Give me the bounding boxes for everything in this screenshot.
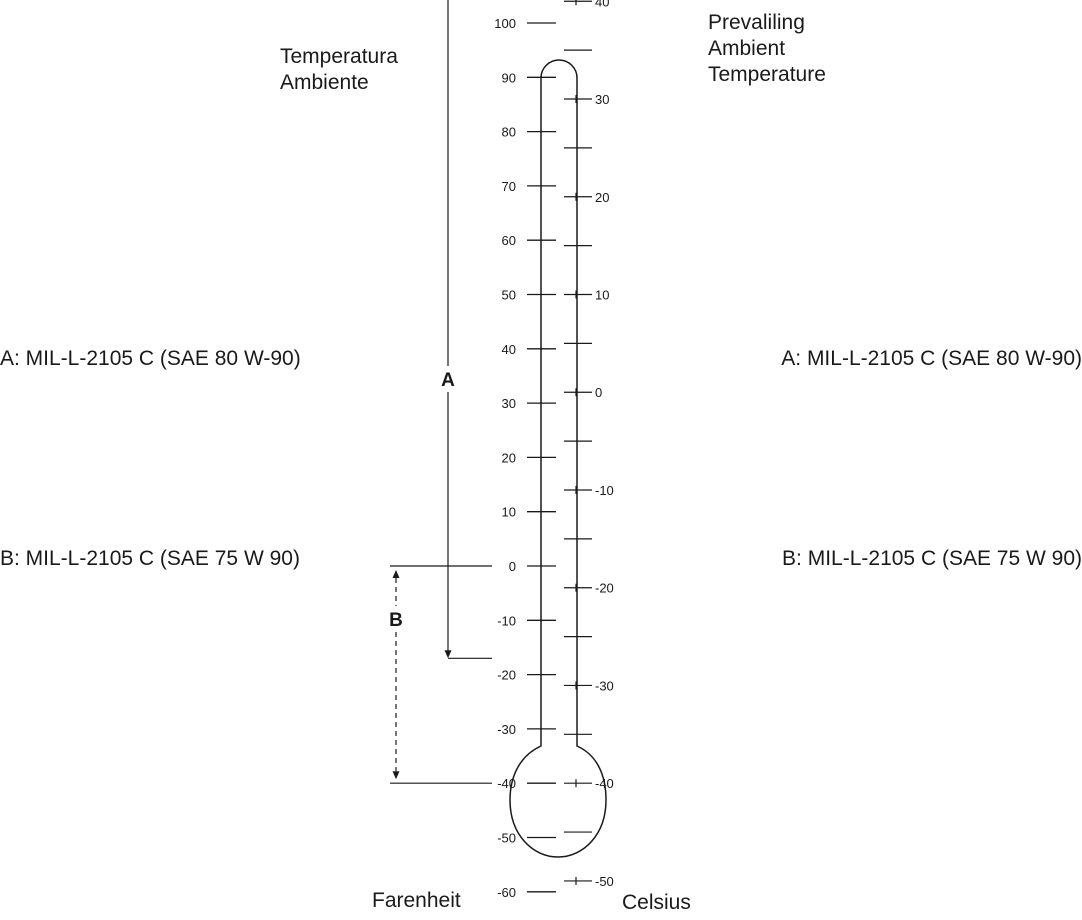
celsius-tick-label: -20 [595, 581, 614, 596]
header-left-line-2: Ambiente [280, 71, 369, 94]
fahrenheit-tick-label: 0 [509, 559, 516, 574]
header-left-line-1: Temperatura [280, 45, 398, 68]
fahrenheit-tick-label: -20 [497, 668, 516, 683]
celsius-tick-label: -10 [595, 483, 614, 498]
header-right-line-1: Prevaliling [708, 11, 805, 34]
celsius-tick-label: -30 [595, 678, 614, 693]
fahrenheit-tick-label: -50 [497, 831, 516, 846]
range-b-arrowhead-up [392, 570, 400, 578]
celsius-tick-label: 30 [595, 92, 609, 107]
range-b-label-bg [384, 606, 408, 632]
fahrenheit-tick-label: -10 [497, 613, 516, 628]
fahrenheit-scale: 1501401301201101009080706050403020100-10… [494, 16, 556, 900]
range-a-label-bg [436, 366, 460, 392]
fahrenheit-tick-label: 90 [502, 70, 516, 85]
fahrenheit-label: Farenheit [372, 889, 461, 912]
legend-b-left: B: MIL-L-2105 C (SAE 75 W 90) [0, 547, 300, 570]
legend-a-left: A: MIL-L-2105 C (SAE 80 W-90) [0, 347, 301, 370]
celsius-tick-label: 20 [595, 190, 609, 205]
temperatura-ambiente-label: Temperatura Ambiente [280, 44, 398, 96]
header-right-line-2: Ambient [708, 37, 786, 60]
range-a-arrowhead-down [444, 650, 452, 659]
fahrenheit-tick-label: 30 [502, 396, 516, 411]
fahrenheit-tick-label: 100 [494, 16, 516, 31]
header-right-line-3: Temperature [708, 63, 826, 86]
fahrenheit-tick-label: 50 [502, 288, 516, 303]
celsius-tick-label: 40 [595, 0, 609, 9]
legend-a-right: A: MIL-L-2105 C (SAE 80 W-90) [781, 347, 1082, 370]
range-b-arrowhead-down [392, 771, 400, 780]
fahrenheit-tick-label: 10 [502, 505, 516, 520]
fahrenheit-tick-label: 70 [502, 179, 516, 194]
fahrenheit-tick-label: 60 [502, 233, 516, 248]
range-b-label: B [389, 610, 403, 631]
fahrenheit-tick-label: -60 [497, 885, 516, 900]
fahrenheit-tick-label: -40 [497, 776, 516, 791]
celsius-tick-label: -40 [595, 776, 614, 791]
celsius-tick-label: 0 [595, 385, 602, 400]
range-markers: AB [384, 0, 492, 784]
legend-b-right: B: MIL-L-2105 C (SAE 75 W 90) [782, 547, 1082, 570]
celsius-tick-label: -50 [595, 874, 614, 889]
fahrenheit-tick-label: 20 [502, 450, 516, 465]
fahrenheit-tick-label: 80 [502, 125, 516, 140]
celsius-label: Celsius [622, 891, 691, 914]
fahrenheit-tick-label: -30 [497, 722, 516, 737]
celsius-tick-label: 10 [595, 288, 609, 303]
prevailing-ambient-temperature-label: Prevaliling Ambient Temperature [708, 10, 826, 88]
range-a-label: A [441, 370, 455, 391]
fahrenheit-tick-label: 40 [502, 342, 516, 357]
thermometer-outline [509, 59, 607, 858]
